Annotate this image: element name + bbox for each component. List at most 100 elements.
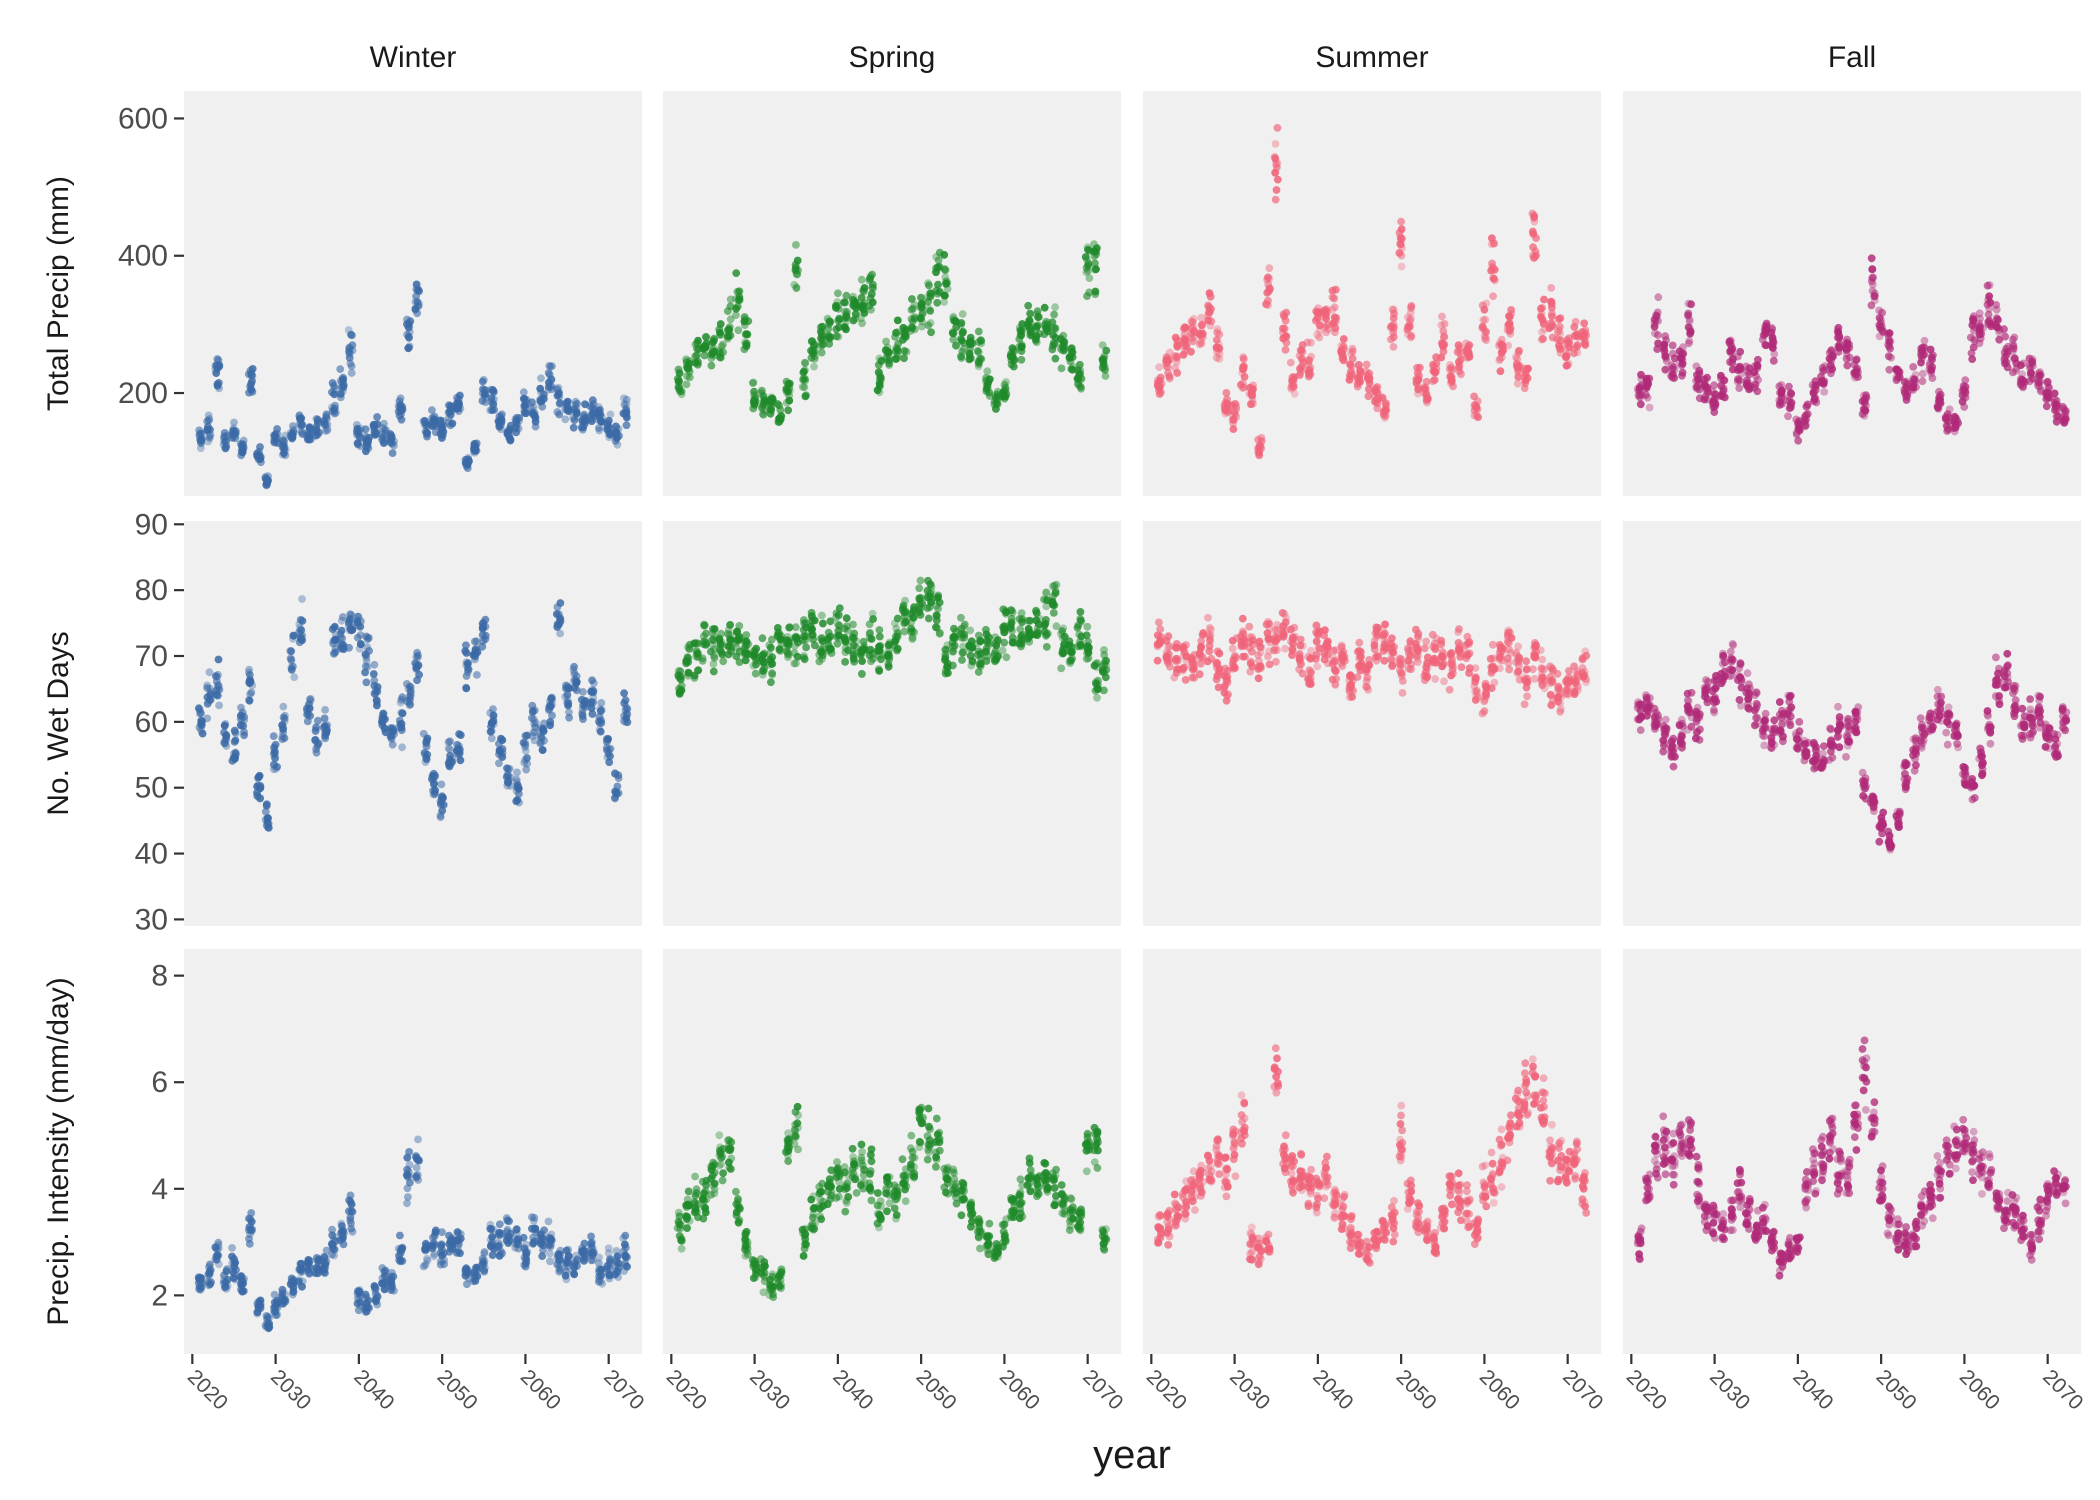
data-point	[768, 394, 777, 403]
data-point	[1296, 660, 1305, 668]
data-point	[1263, 275, 1271, 284]
data-point	[456, 391, 464, 400]
data-point	[364, 436, 372, 445]
data-point	[544, 383, 553, 391]
data-point	[1482, 690, 1490, 698]
data-point	[1528, 227, 1537, 236]
data-point	[548, 696, 557, 704]
data-point	[1659, 747, 1668, 756]
data-point	[858, 319, 866, 328]
data-point	[1102, 661, 1110, 670]
data-point	[1345, 687, 1354, 696]
data-point	[1025, 316, 1034, 325]
data-point	[801, 636, 810, 644]
data-point	[1854, 368, 1862, 377]
data-point	[1288, 381, 1296, 389]
data-point	[203, 417, 212, 426]
data-point	[991, 633, 1000, 641]
data-point	[1537, 664, 1546, 673]
data-point	[1775, 382, 1784, 391]
data-point	[966, 644, 975, 653]
data-point	[841, 658, 849, 666]
data-point	[1843, 361, 1852, 370]
data-point	[255, 772, 264, 781]
data-point	[1767, 725, 1776, 733]
data-point	[562, 399, 571, 408]
data-point	[1396, 239, 1405, 248]
data-point	[515, 784, 523, 793]
strip-label-fall: Fall	[1828, 41, 1876, 74]
data-point	[849, 620, 857, 629]
data-point	[1016, 330, 1025, 339]
data-point	[2026, 361, 2034, 370]
data-point	[907, 306, 916, 314]
data-point	[1858, 410, 1867, 418]
data-point	[1532, 234, 1540, 243]
data-point	[702, 333, 711, 342]
data-point	[1332, 317, 1340, 326]
data-point	[570, 405, 578, 414]
data-point	[612, 422, 620, 431]
data-point	[556, 617, 565, 626]
data-point	[605, 433, 613, 442]
data-point	[1414, 646, 1422, 655]
data-point	[321, 427, 330, 435]
data-point	[437, 780, 446, 789]
data-point	[1415, 371, 1423, 380]
data-point	[620, 394, 628, 403]
data-point	[555, 399, 564, 407]
data-point	[462, 641, 470, 650]
data-point	[1945, 405, 1954, 414]
data-point	[1042, 616, 1050, 624]
data-point	[561, 415, 570, 424]
data-point	[203, 426, 212, 435]
data-point	[1331, 285, 1340, 294]
data-point	[1661, 715, 1670, 724]
data-point	[412, 664, 421, 672]
data-point	[784, 406, 793, 415]
data-point	[2052, 396, 2061, 405]
data-point	[710, 344, 718, 353]
data-point	[1449, 382, 1457, 391]
data-point	[1195, 340, 1204, 349]
data-point	[323, 425, 332, 434]
data-point	[1280, 610, 1289, 618]
data-point	[710, 334, 718, 343]
data-point	[314, 430, 322, 439]
data-point	[1026, 309, 1034, 318]
data-point	[694, 666, 702, 675]
data-point	[1000, 394, 1009, 403]
data-point	[619, 409, 628, 418]
data-point	[1353, 673, 1362, 681]
data-point	[1231, 652, 1239, 660]
data-point	[875, 667, 884, 675]
data-point	[1636, 726, 1645, 734]
data-point	[220, 434, 229, 442]
data-point	[925, 281, 933, 290]
data-point	[694, 336, 702, 345]
data-point	[1867, 254, 1876, 263]
data-point	[1155, 390, 1164, 398]
data-point	[974, 631, 983, 640]
data-point	[236, 715, 245, 723]
data-point	[620, 400, 629, 409]
data-point	[875, 379, 884, 388]
data-point	[1751, 380, 1760, 389]
data-point	[228, 756, 237, 765]
data-point	[229, 749, 238, 758]
data-point	[1710, 708, 1719, 717]
data-point	[867, 635, 876, 643]
data-point	[825, 333, 834, 341]
data-point	[777, 412, 786, 420]
data-point	[503, 764, 511, 773]
data-point	[1220, 683, 1229, 692]
data-point	[455, 730, 463, 738]
data-point	[807, 337, 816, 346]
data-point	[1389, 328, 1398, 337]
data-point	[536, 384, 545, 393]
data-point	[264, 819, 273, 828]
data-point	[589, 698, 598, 707]
data-point	[1173, 336, 1181, 345]
data-point	[1042, 643, 1051, 651]
